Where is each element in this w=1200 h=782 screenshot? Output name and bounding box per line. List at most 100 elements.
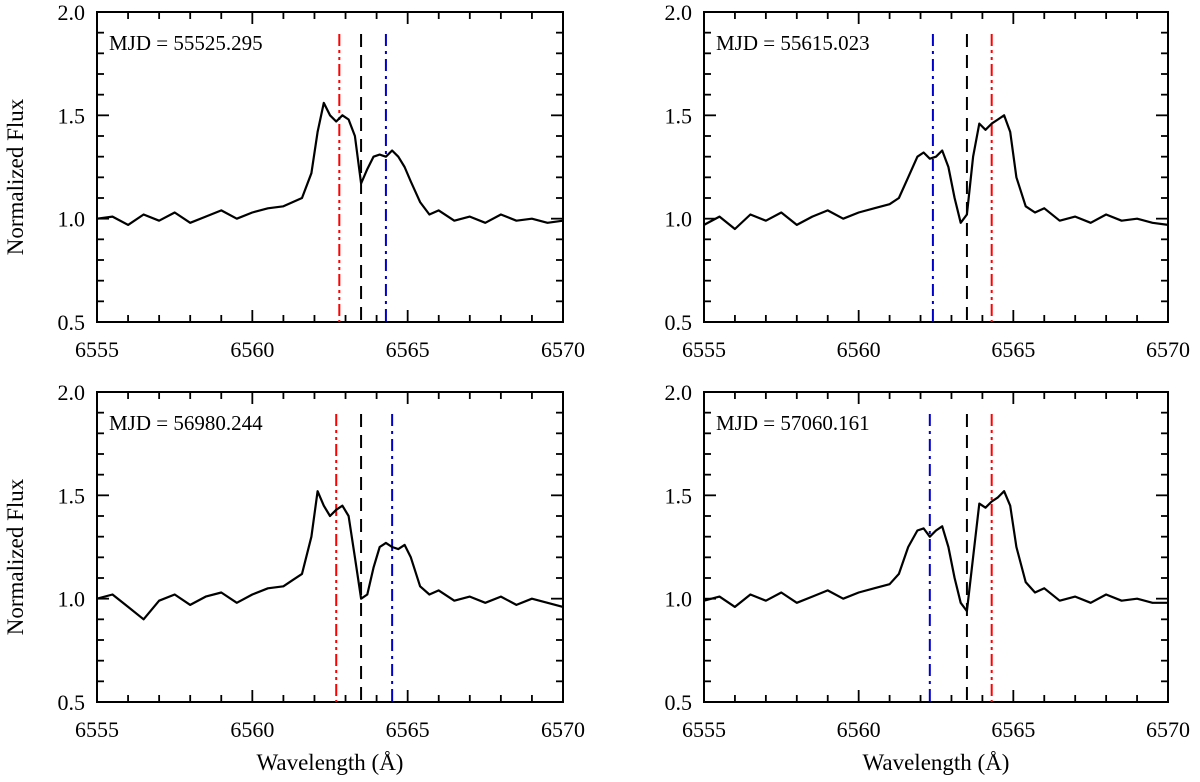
plot-frame (96, 391, 564, 703)
spectrum-point (1034, 211, 1036, 214)
spectrum-point (323, 102, 325, 104)
spectrum-point (935, 155, 937, 158)
y-tick-label: 1.5 (665, 103, 693, 128)
spectrum-point (907, 176, 909, 179)
spectrum-point (703, 224, 705, 226)
spectrum-point (935, 529, 937, 532)
spectrum-point (189, 604, 191, 606)
spectrum-point (372, 566, 375, 569)
spectrum-point (437, 589, 440, 592)
spectrum-point (826, 209, 829, 212)
spectrum-point (1089, 222, 1092, 224)
spectrum-point (966, 610, 968, 612)
spectrum-point (251, 593, 254, 596)
y-tick-label: 0.5 (58, 690, 86, 715)
spectrum-point (929, 157, 931, 160)
spectrum-point (842, 217, 844, 220)
spectrum-point (842, 597, 844, 600)
spectrum-point (500, 213, 502, 216)
spectrum-point (173, 593, 176, 596)
spectrum-point (972, 155, 974, 158)
x-tick-label: 6565 (991, 717, 1035, 742)
spectrum-point (796, 224, 798, 226)
spectrum-point (947, 546, 950, 548)
spectrum-point (873, 207, 875, 210)
x-tick-label: 6555 (75, 717, 119, 742)
spectrum-point (1120, 599, 1123, 602)
y-tick-label: 0.5 (58, 310, 86, 335)
spectrum-point (341, 504, 344, 507)
spectrum-point (347, 118, 350, 121)
spectrum-point (282, 205, 285, 208)
spectrum-point (857, 211, 860, 214)
spectrum-point (385, 542, 387, 544)
spectrum-point (453, 599, 456, 602)
spectrum-point (546, 222, 549, 224)
spectrum-point (1015, 546, 1018, 548)
spectrum-point (360, 182, 362, 185)
x-tick-label: 6560 (837, 337, 881, 362)
y-tick-label: 2.0 (58, 0, 86, 25)
y-tick-label: 2.0 (58, 380, 86, 405)
spectrum-point (1015, 176, 1018, 179)
spectrum-point (826, 589, 829, 592)
spectrum-point (236, 217, 238, 220)
y-tick-label: 1.0 (58, 587, 86, 612)
spectrum-point (158, 599, 160, 602)
spectrum-point (251, 211, 254, 214)
spectrum-point (997, 118, 999, 121)
spectrum-point (428, 213, 431, 216)
spectrum-point (469, 215, 471, 218)
spectrum-point (1034, 591, 1036, 594)
spectrum-point (142, 213, 145, 216)
spectrum-point (403, 544, 406, 546)
spectrum-point (391, 546, 393, 548)
spectrum-point (204, 215, 207, 218)
spectrum-point (857, 591, 860, 594)
spectrum-line (96, 490, 564, 621)
spectrum-point (189, 222, 191, 224)
x-tick-label: 6565 (386, 337, 430, 362)
spectrum-point (1003, 490, 1005, 493)
y-tick-label: 0.5 (665, 310, 693, 335)
x-tick-label: 6565 (991, 337, 1035, 362)
spectrum-point (391, 149, 393, 152)
x-tick-label: 6555 (75, 337, 119, 362)
spectrum-point (1043, 587, 1046, 590)
spectrum-point (515, 219, 518, 222)
x-tick-label: 6570 (1146, 337, 1190, 362)
spectrum-point (765, 599, 767, 602)
y-tick-label: 1.5 (58, 103, 86, 128)
spectrum-point (310, 172, 313, 174)
spectrum-point (929, 535, 931, 538)
spectrum-point (316, 131, 319, 133)
spectrum-point (780, 591, 783, 594)
spectrum-point (354, 556, 356, 559)
spectrum-point (347, 515, 350, 517)
x-tick-label: 6555 (682, 337, 726, 362)
spectrum-point (562, 219, 564, 222)
spectrum-point (1058, 219, 1061, 222)
x-tick-label: 6560 (230, 717, 274, 742)
spectrum-line (96, 101, 564, 226)
spectrum-point (898, 573, 900, 575)
spectrum-point (267, 207, 269, 210)
spectrum-point (453, 219, 456, 222)
spectrum-point (1024, 205, 1027, 208)
y-tick-label: 2.0 (665, 380, 693, 405)
spectrum-point (378, 153, 381, 156)
spectrum-point (515, 604, 518, 606)
y-axis-title: Normalized Flux (3, 478, 28, 635)
spectrum-point (267, 587, 269, 590)
spectrum-point (1009, 131, 1011, 133)
spectrum-point (1105, 593, 1107, 596)
spectrum-point (372, 155, 375, 158)
spectrum-point (366, 168, 369, 170)
spectrum-point (397, 155, 400, 158)
spectrum-point (96, 217, 98, 220)
spectrum-point (972, 556, 974, 559)
spectrum-point (1167, 602, 1169, 604)
spectrum-point (341, 114, 344, 117)
spectrum-point (990, 500, 993, 503)
spectrum-point (204, 595, 207, 598)
